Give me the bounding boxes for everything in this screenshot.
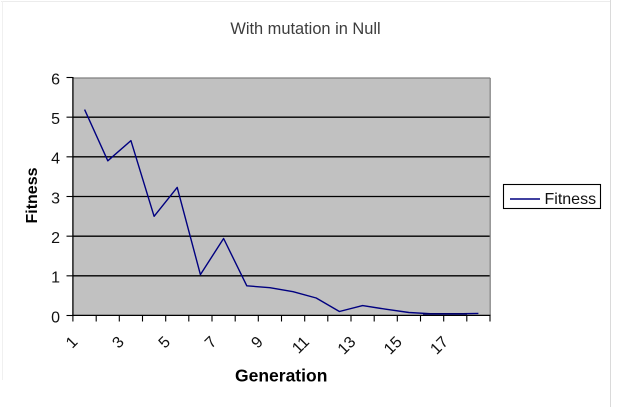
- svg-text:9: 9: [248, 334, 266, 352]
- svg-text:4: 4: [51, 151, 60, 168]
- svg-text:3: 3: [109, 334, 127, 352]
- svg-text:7: 7: [202, 334, 220, 352]
- svg-text:6: 6: [51, 71, 60, 88]
- svg-text:13: 13: [335, 334, 360, 359]
- svg-text:2: 2: [51, 230, 60, 247]
- svg-text:Fitness: Fitness: [545, 191, 597, 208]
- svg-text:With mutation in Null: With mutation in Null: [230, 20, 380, 38]
- svg-text:5: 5: [156, 334, 174, 352]
- svg-text:15: 15: [381, 334, 406, 359]
- svg-text:Generation: Generation: [235, 366, 327, 386]
- svg-text:0: 0: [51, 309, 60, 326]
- svg-text:1: 1: [51, 270, 60, 287]
- svg-text:1: 1: [63, 334, 81, 352]
- svg-text:Fitness: Fitness: [24, 167, 41, 223]
- svg-text:3: 3: [51, 190, 60, 207]
- svg-text:17: 17: [427, 334, 452, 359]
- svg-text:11: 11: [289, 334, 313, 358]
- svg-text:5: 5: [51, 111, 60, 128]
